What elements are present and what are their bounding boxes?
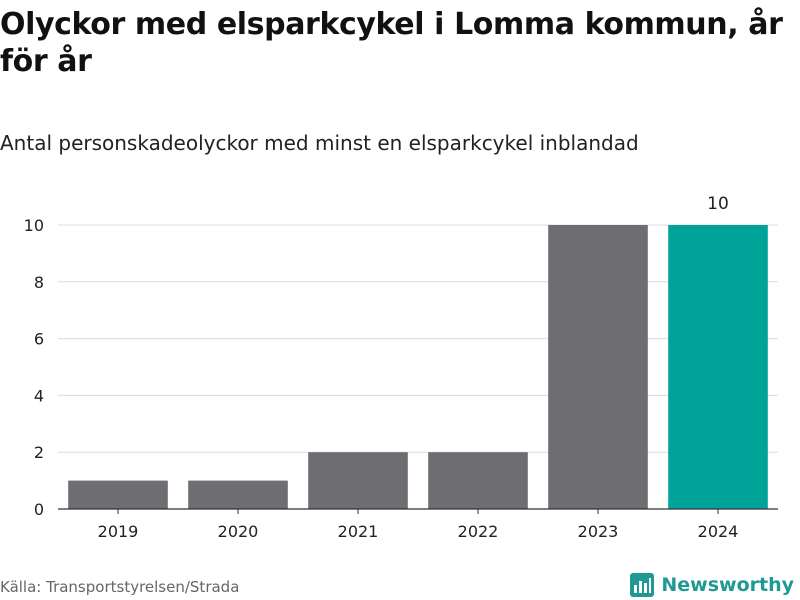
gridlines — [58, 224, 778, 453]
y-tick-label: 0 — [34, 500, 44, 519]
chart-title: Olyckor med elsparkcykel i Lomma kommun,… — [0, 7, 783, 79]
brand: Newsworthy — [630, 570, 794, 600]
x-tick-label: 2024 — [698, 522, 739, 541]
data-label: 10 — [707, 194, 729, 214]
bar-2024 — [668, 225, 768, 509]
bar-2021 — [308, 452, 408, 509]
data-labels: 10 — [707, 194, 729, 214]
x-tick-label: 2021 — [338, 522, 379, 541]
bar-2020 — [188, 480, 288, 509]
x-tick-label: 2023 — [578, 522, 619, 541]
y-tick-label: 8 — [34, 273, 44, 292]
x-tick-label: 2022 — [458, 522, 499, 541]
newsworthy-logo-icon — [630, 573, 655, 597]
y-tick-label: 2 — [34, 443, 44, 462]
bar-2019 — [68, 480, 168, 509]
y-tick-label: 10 — [24, 216, 44, 235]
x-tick-label: 2020 — [218, 522, 259, 541]
x-tick-label: 2019 — [98, 522, 139, 541]
bars — [68, 225, 768, 509]
source-note: Källa: Transportstyrelsen/Strada — [0, 578, 240, 596]
y-tick-label: 4 — [34, 386, 44, 405]
y-tick-label: 6 — [34, 330, 44, 349]
bar-2023 — [548, 225, 648, 509]
x-axis: 2019 2020 2021 2022 2023 2024 — [58, 508, 778, 541]
brand-name: Newsworthy — [661, 574, 794, 596]
y-axis: 0 2 4 6 8 10 — [24, 216, 44, 519]
chart-subtitle: Antal personskadeolyckor med minst en el… — [0, 131, 639, 155]
bar-2022 — [428, 452, 528, 509]
